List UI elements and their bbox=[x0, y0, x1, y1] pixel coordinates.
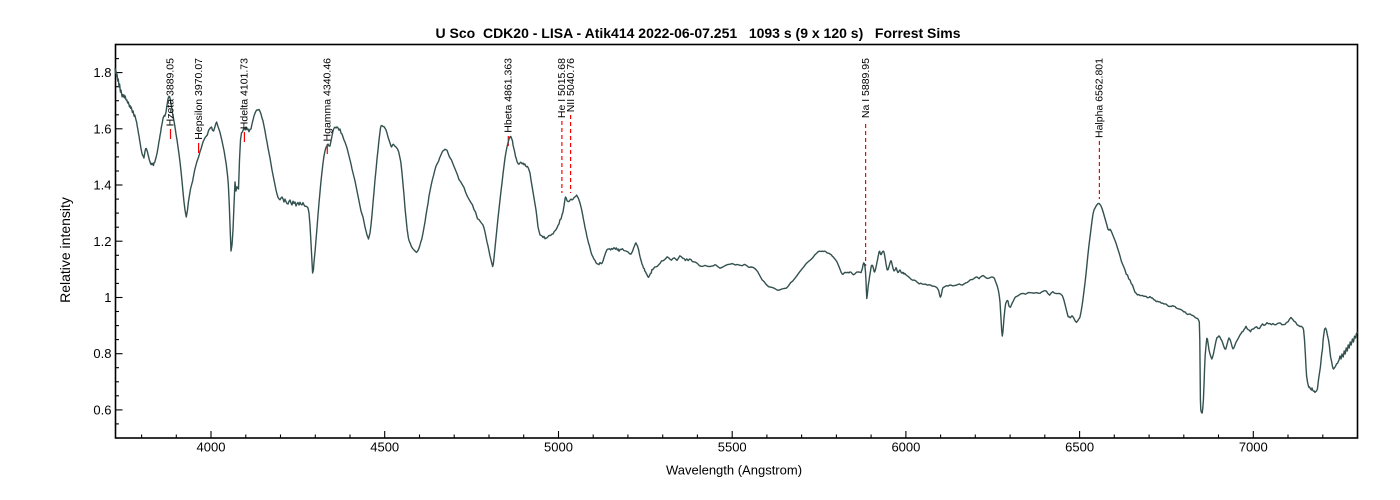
svg-text:Hgamma 4340.46: Hgamma 4340.46 bbox=[322, 58, 334, 142]
svg-text:5000: 5000 bbox=[544, 440, 573, 455]
svg-text:Na I 5889.95: Na I 5889.95 bbox=[860, 58, 872, 118]
svg-text:1: 1 bbox=[104, 290, 111, 305]
svg-text:He I 5015.68: He I 5015.68 bbox=[556, 58, 568, 118]
svg-text:7000: 7000 bbox=[1239, 440, 1268, 455]
svg-text:Hzeta 3889.05: Hzeta 3889.05 bbox=[165, 58, 177, 126]
svg-text:4000: 4000 bbox=[197, 440, 226, 455]
svg-text:Hepsilon 3970.07: Hepsilon 3970.07 bbox=[193, 58, 205, 140]
svg-text:Relative intensity: Relative intensity bbox=[57, 197, 73, 303]
svg-text:6500: 6500 bbox=[1065, 440, 1094, 455]
svg-text:1.4: 1.4 bbox=[93, 178, 111, 193]
svg-text:U Sco CDK20 - LISA - Atik414: U Sco CDK20 - LISA - Atik414 2022-06-07.… bbox=[436, 25, 961, 41]
svg-text:1.8: 1.8 bbox=[93, 65, 111, 80]
svg-text:Hbeta 4861.363: Hbeta 4861.363 bbox=[503, 58, 515, 133]
svg-text:1.6: 1.6 bbox=[93, 121, 111, 136]
svg-text:Hdelta 4101.73: Hdelta 4101.73 bbox=[239, 58, 251, 129]
svg-text:NII 5040.76: NII 5040.76 bbox=[565, 58, 577, 112]
svg-text:0.6: 0.6 bbox=[93, 402, 111, 417]
svg-text:4500: 4500 bbox=[370, 440, 399, 455]
svg-text:Halpha 6562.801: Halpha 6562.801 bbox=[1094, 58, 1106, 138]
svg-text:1.2: 1.2 bbox=[93, 234, 111, 249]
svg-text:6000: 6000 bbox=[891, 440, 920, 455]
svg-text:0.8: 0.8 bbox=[93, 346, 111, 361]
svg-text:5500: 5500 bbox=[718, 440, 747, 455]
svg-text:Wavelength (Angstrom): Wavelength (Angstrom) bbox=[666, 463, 802, 478]
